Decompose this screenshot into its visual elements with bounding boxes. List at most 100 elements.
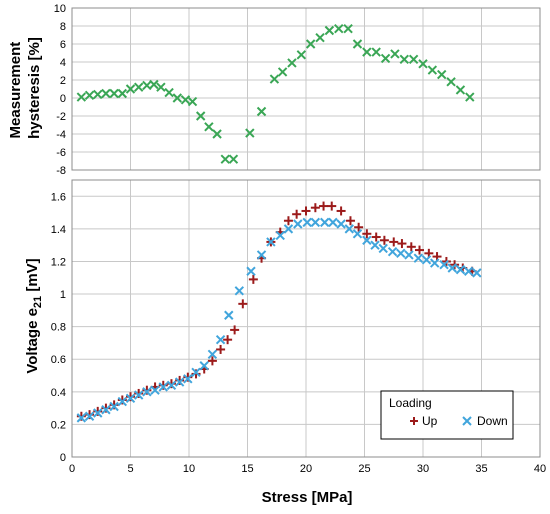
hysteresis-series-point (296, 50, 307, 60)
hysteresis-series-point (446, 77, 456, 87)
hysteresis-y-tick-label: -2 (56, 111, 66, 123)
legend-marker-down (462, 416, 472, 426)
voltage-down-point (246, 266, 256, 276)
hysteresis-series-point (195, 111, 206, 121)
hysteresis-series-point (408, 54, 419, 65)
voltage-down-point (76, 413, 87, 423)
voltage-up-point (301, 206, 311, 216)
voltage-down-point (215, 334, 226, 345)
voltage-up-point (85, 410, 95, 420)
hysteresis-series-point (334, 23, 344, 34)
hysteresis-series-point (133, 82, 144, 92)
voltage-up-point (223, 335, 233, 345)
voltage-down-point (150, 385, 160, 395)
voltage-up-point (362, 229, 372, 239)
voltage-plot-frame (71, 179, 541, 458)
voltage-down-point (117, 396, 128, 407)
voltage-y-tick-label: 1.4 (51, 224, 66, 236)
hysteresis-series-point (172, 93, 183, 103)
voltage-down-point (199, 361, 209, 371)
hysteresis-series-point (204, 122, 214, 132)
x-axis-title: Stress [MPa] (262, 489, 353, 506)
hysteresis-series-point (287, 58, 297, 68)
hysteresis-y-tick-label: 10 (54, 3, 66, 15)
voltage-down-point (320, 217, 330, 228)
legend-label-up: Up (422, 414, 438, 428)
x-tick-label: 5 (127, 463, 133, 475)
legend: Loading Up Down (380, 390, 514, 440)
x-tick-label: 40 (534, 463, 546, 475)
voltage-down-point (275, 230, 285, 241)
voltage-up-point (93, 406, 103, 416)
hysteresis-series-point (427, 65, 438, 75)
hysteresis-series-point (212, 129, 222, 139)
x-tick-label: 20 (300, 463, 312, 475)
voltage-up-point (389, 237, 399, 247)
voltage-up-point (76, 411, 86, 421)
hysteresis-plot-frame (71, 7, 541, 171)
voltage-down-point (133, 390, 144, 400)
voltage-up-point (238, 299, 248, 309)
hysteresis-y-tick-label: -8 (56, 165, 66, 177)
hysteresis-series-point (465, 92, 475, 102)
hysteresis-series-point (352, 39, 363, 49)
hysteresis-series-point (76, 92, 87, 102)
voltage-up-point (283, 216, 293, 226)
voltage-down-point (283, 224, 294, 234)
voltage-down-point (463, 266, 474, 276)
voltage-up-point (336, 206, 346, 216)
voltage-up-point (230, 325, 240, 335)
hysteresis-series-point (149, 79, 159, 90)
voltage-y-axis-title-subscript: 21 (32, 296, 44, 308)
hysteresis-series-point (84, 90, 95, 101)
hysteresis-series-point (269, 74, 280, 84)
voltage-y-tick-label: 0.8 (51, 322, 66, 334)
hysteresis-y-tick-label: 6 (60, 39, 66, 51)
voltage-up-point (327, 201, 337, 211)
voltage-up-point (345, 216, 355, 226)
voltage-down-point (256, 250, 267, 260)
voltage-up-point (371, 232, 381, 242)
hysteresis-series-point (164, 87, 174, 98)
voltage-down-point (439, 260, 449, 270)
x-tick-label: 30 (417, 463, 429, 475)
hysteresis-series-point (371, 47, 381, 57)
voltage-up-point (207, 356, 217, 366)
voltage-y-axis-title-unit: [mV] (24, 258, 41, 296)
hysteresis-series-point (437, 69, 447, 80)
legend-marker-up (410, 417, 418, 425)
hysteresis-y-tick-label: -6 (56, 147, 66, 159)
voltage-down-point (302, 217, 312, 228)
voltage-up-point (319, 201, 329, 211)
voltage-down-point (234, 286, 245, 296)
voltage-down-point (109, 401, 119, 412)
voltage-y-tick-label: 0.6 (51, 354, 66, 366)
hysteresis-series-point (220, 154, 230, 164)
voltage-y-tick-label: 1 (60, 289, 66, 301)
voltage-chart: 0 0.2 0.4 0.6 0.8 1 1.2 1.4 1.6 0 5 10 15 20 25 30 35 40 (51, 179, 546, 475)
hysteresis-series-point (187, 96, 198, 107)
voltage-down-point (101, 405, 111, 415)
voltage-down-point (447, 263, 457, 273)
x-tick-label: 15 (241, 463, 253, 475)
hysteresis-y-tick-label: 8 (60, 21, 66, 33)
hysteresis-series-point (418, 59, 428, 69)
hysteresis-y-tick-label: -4 (56, 129, 66, 141)
voltage-up-point (379, 235, 389, 245)
voltage-up-point (183, 372, 193, 382)
hysteresis-y-axis-title: Measurement hysteresis [%] (7, 37, 43, 139)
x-tick-label: 25 (358, 463, 370, 475)
hysteresis-series-point (455, 85, 466, 95)
voltage-down-point (93, 408, 103, 418)
hysteresis-series-point (156, 82, 166, 92)
hysteresis-y-axis-title-line-2: hysteresis [%] (26, 37, 43, 139)
voltage-up-point (248, 274, 258, 284)
hysteresis-series-point (362, 47, 372, 57)
hysteresis-series-point (277, 67, 288, 77)
x-tick-label: 0 (69, 463, 75, 475)
hysteresis-series-point (93, 89, 103, 100)
voltage-up-point (292, 209, 302, 219)
voltage-y-tick-label: 0.2 (51, 419, 66, 431)
hysteresis-y-tick-label: 4 (60, 57, 66, 69)
